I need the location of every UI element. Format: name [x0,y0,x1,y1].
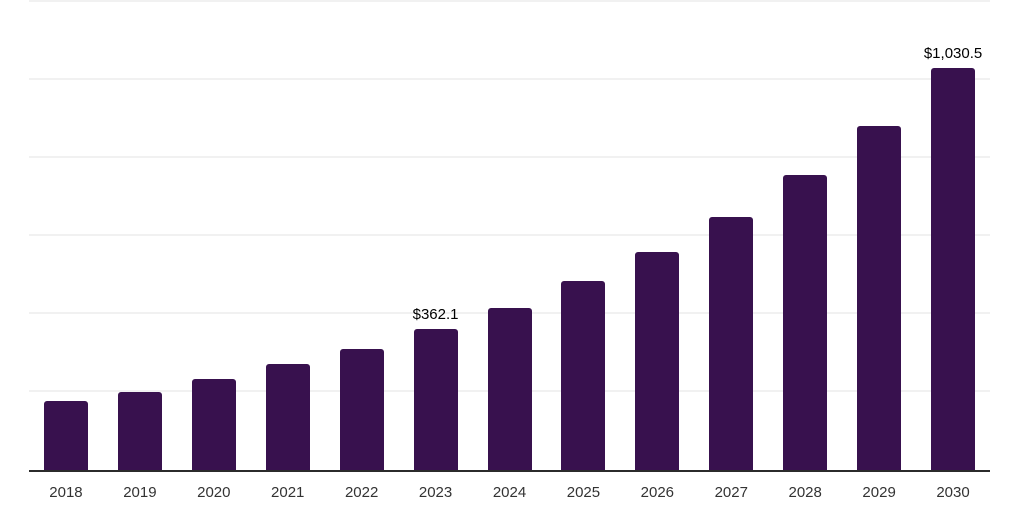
x-axis: 2018 2019 2020 2021 2022 2023 2024 2025 2026 2027… [29,484,990,504]
tick-label-2019: 2019 [123,484,157,501]
tick-label-2021: 2021 [271,484,305,501]
bar-2018 [43,401,88,470]
bar-2030 [931,68,976,470]
bar-2020 [191,379,236,470]
tick-label-2023: 2023 [418,484,453,501]
bar-2022 [339,348,384,470]
plot-area: $362.1 $1,030.5 [29,0,990,472]
data-label-2023: $362.1 [412,305,459,323]
tick-label-2020: 2020 [197,484,231,501]
gridline-1200 [29,0,990,2]
tick-label-2024: 2024 [492,484,527,501]
bar-2021 [265,363,310,470]
gridline-800 [29,156,990,158]
tick-label-2030: 2030 [936,484,970,501]
bar-2026 [635,252,680,470]
bar-2025 [561,281,606,470]
gridline-1000 [29,78,990,80]
tick-label-2018: 2018 [49,484,83,501]
tick-label-2022: 2022 [344,484,379,501]
bar-2029 [857,125,902,470]
bar-2023 [413,328,458,470]
bar-2024 [487,307,532,470]
tick-label-2029: 2029 [862,484,896,501]
bar-2027 [709,216,754,470]
bar-2019 [117,391,162,470]
tick-label-2026: 2026 [640,484,675,501]
tick-label-2027: 2027 [714,484,748,501]
bar-2028 [783,175,828,470]
tick-label-2025: 2025 [566,484,601,501]
data-label-2030: $1,030.5 [923,45,983,63]
tick-label-2028: 2028 [788,484,822,501]
gridline-600 [29,234,990,236]
